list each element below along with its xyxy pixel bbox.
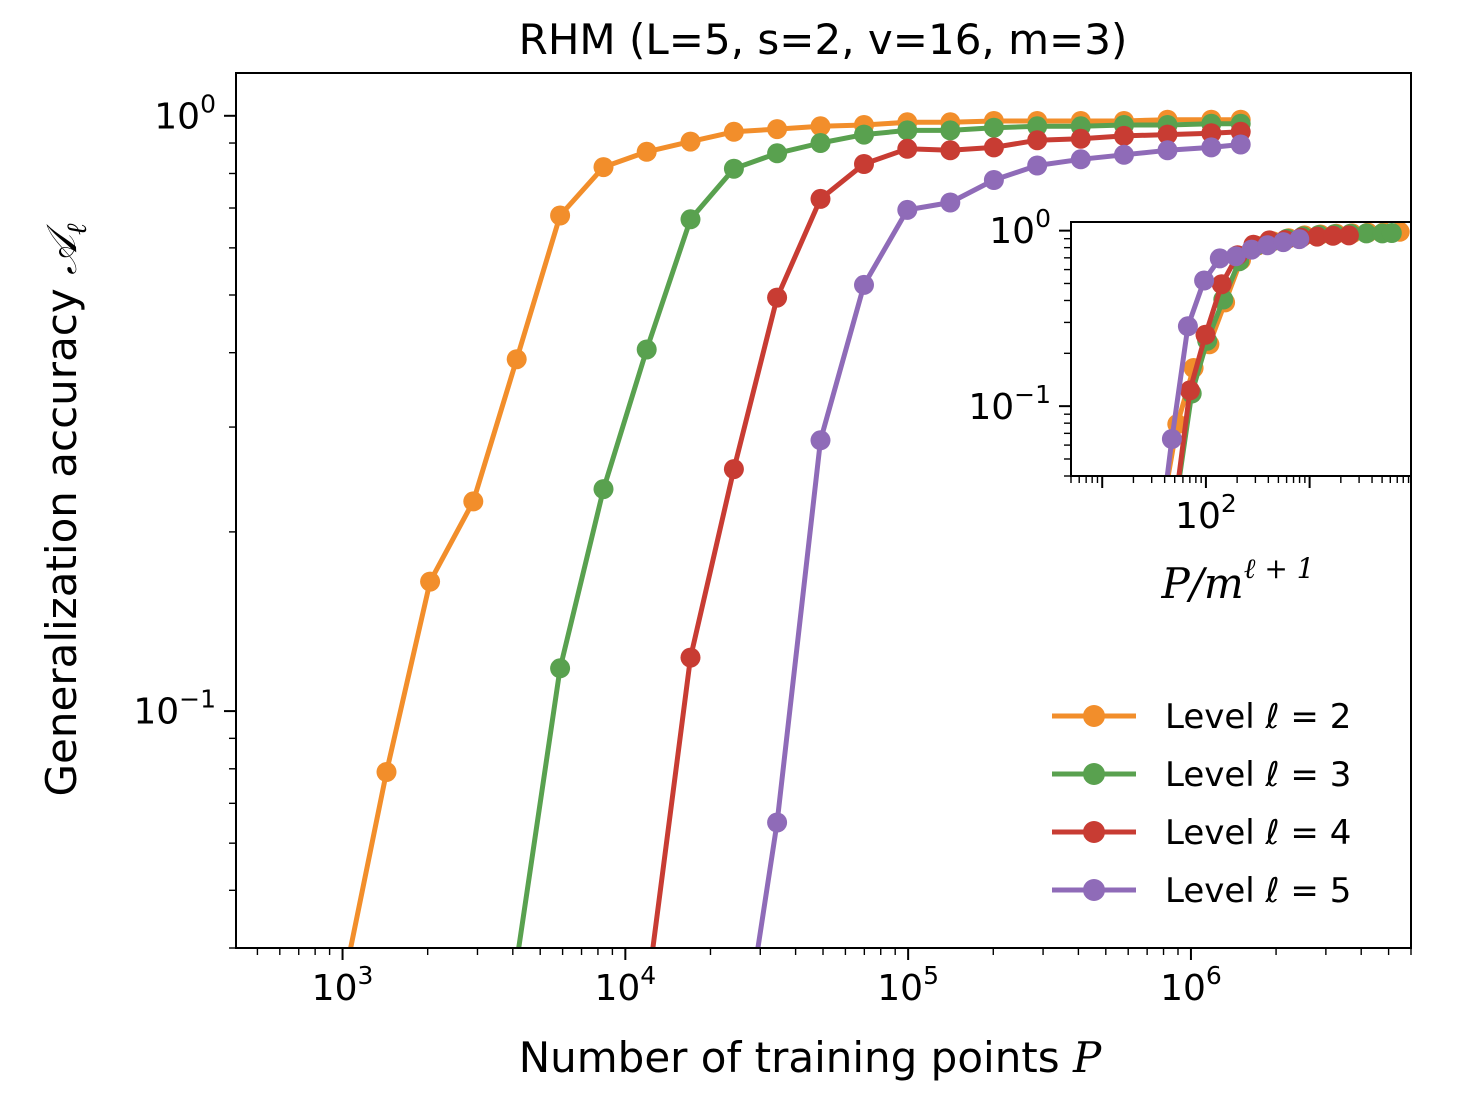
main-series-3-point-14 <box>1201 123 1222 144</box>
main-series-2-point-5 <box>680 209 701 230</box>
main-series-1-point-9 <box>680 131 701 152</box>
main-series-2-point-9 <box>854 124 874 145</box>
legend-marker-4 <box>1083 879 1105 901</box>
main-series-1-point-11 <box>767 119 788 140</box>
main-series-3-point-2 <box>680 647 701 668</box>
legend-marker-2 <box>1083 763 1105 785</box>
main-axes: 103 104 105 106 100 10−1 <box>133 89 1412 1009</box>
main-series-2-point-3 <box>593 479 614 500</box>
main-series-line-1 <box>348 117 1241 948</box>
inset-series-3-point-3 <box>1195 324 1216 345</box>
main-series-2-point-6 <box>723 158 744 179</box>
main-series-4-point-10 <box>1114 144 1134 165</box>
main-series-4-point-11 <box>1157 140 1178 161</box>
inset-y-tick-label-1: 100 <box>989 204 1051 252</box>
main-series-1-point-5 <box>506 349 527 370</box>
inset-series-2-point-15 <box>1381 223 1402 243</box>
main-series-4-point-4 <box>854 274 874 295</box>
main-series-1-point-6 <box>550 205 571 226</box>
legend: Level ℓ = 2 Level ℓ = 3 Level ℓ = 4 Level ℓ… <box>1052 697 1351 911</box>
main-series-4-point-12 <box>1201 137 1222 158</box>
main-series-2-point-7 <box>767 143 788 164</box>
main-series-2-point-8 <box>810 133 831 153</box>
main-series-1-point-12 <box>810 116 831 137</box>
inset-x-axis-label: P/mℓ + 1 <box>1161 552 1315 608</box>
inset-series-4-point-7 <box>1241 239 1262 260</box>
main-series-2-point-11 <box>940 120 961 141</box>
main-x-tick-label-1: 103 <box>312 961 374 1009</box>
main-series-layer <box>348 109 1251 948</box>
main-x-tick-label-3: 105 <box>877 961 939 1009</box>
main-series-3-point-12 <box>1114 125 1134 146</box>
main-series-4-point-2 <box>767 812 788 833</box>
inset-series-4-point-2 <box>1161 429 1182 449</box>
inset-series-4-point-6 <box>1225 246 1246 267</box>
inset-series-4-point-8 <box>1257 235 1278 256</box>
main-x-tick-label-2: 104 <box>594 961 656 1009</box>
legend-label-3: Level ℓ = 4 <box>1165 813 1351 853</box>
x-axis-label-text: Number of training points <box>519 1033 1073 1082</box>
main-series-2-point-12 <box>983 117 1004 138</box>
main-series-1-point-8 <box>636 141 657 162</box>
main-series-4-point-6 <box>940 192 961 213</box>
main-plot-frame <box>235 72 1412 949</box>
main-series-4-point-3 <box>810 430 831 451</box>
main-series-4-point-9 <box>1070 149 1091 170</box>
main-series-3-point-4 <box>767 287 788 308</box>
x-axis-label-symbol: P <box>1072 1033 1102 1082</box>
legend-label-1: Level ℓ = 2 <box>1165 697 1351 737</box>
y-axis-label: Generalization accuracy 𝒜ℓ <box>37 223 93 796</box>
inset-series-4-point-10 <box>1289 229 1310 250</box>
main-series-3-point-3 <box>723 459 744 480</box>
inset-series-2-point-13 <box>1356 223 1377 244</box>
inset-series-layer <box>1161 222 1410 476</box>
chart-title: RHM (L=5, s=2, v=16, m=3) <box>519 15 1128 64</box>
main-series-4-point-7 <box>983 170 1004 190</box>
inset-x-tick-label-1: 102 <box>1175 489 1237 537</box>
main-series-3-point-13 <box>1157 124 1178 145</box>
main-series-2-point-10 <box>897 120 918 141</box>
main-series-3-point-9 <box>983 137 1004 158</box>
main-series-4-point-13 <box>1230 134 1251 155</box>
y-axis-label-subscript: ℓ <box>60 223 93 235</box>
main-series-1-point-7 <box>593 157 614 178</box>
main-series-4-point-8 <box>1027 155 1048 176</box>
main-series-1-point-3 <box>420 571 441 592</box>
legend-label-4: Level ℓ = 5 <box>1165 871 1351 911</box>
inset-series-4-point-3 <box>1177 316 1198 337</box>
legend-marker-1 <box>1083 705 1105 727</box>
main-series-3-point-7 <box>897 138 918 159</box>
main-series-3-point-11 <box>1070 128 1091 149</box>
inset-y-tick-label-2: 10−1 <box>968 380 1051 428</box>
inset-series-4-point-9 <box>1273 232 1294 253</box>
x-axis-label: Number of training points P <box>519 1033 1102 1082</box>
main-series-3-point-10 <box>1027 130 1048 151</box>
inset-series-3-point-12 <box>1338 225 1359 246</box>
main-y-tick-label-1: 100 <box>154 89 216 137</box>
main-series-2-point-2 <box>550 658 571 679</box>
inset-series-4-point-5 <box>1209 248 1230 269</box>
legend-marker-3 <box>1083 821 1105 843</box>
main-x-tick-label-4: 106 <box>1160 961 1222 1009</box>
main-y-tick-label-2: 10−1 <box>133 685 216 733</box>
main-series-2-point-13 <box>1027 116 1048 137</box>
inset-series-3-point-11 <box>1323 225 1343 246</box>
legend-label-2: Level ℓ = 3 <box>1165 755 1351 795</box>
inset-axes: 102 100 10−1 <box>968 204 1410 537</box>
main-series-1-point-10 <box>723 121 744 142</box>
inset-series-4-point-4 <box>1194 270 1215 291</box>
inset-series-3-point-10 <box>1307 226 1328 247</box>
main-series-3-point-6 <box>854 154 874 174</box>
main-series-1-point-2 <box>376 762 397 782</box>
main-series-4-point-5 <box>897 199 918 220</box>
y-axis-label-text: Generalization accuracy <box>37 275 86 797</box>
inset-plot-frame <box>1070 221 1412 477</box>
inset-series-3-point-4 <box>1211 274 1232 295</box>
main-series-2-point-4 <box>636 339 657 360</box>
inset-series-3-point-2 <box>1179 380 1200 401</box>
main-series-3-point-8 <box>940 140 961 161</box>
main-series-3-point-5 <box>810 188 831 209</box>
main-series-1-point-4 <box>463 491 484 512</box>
